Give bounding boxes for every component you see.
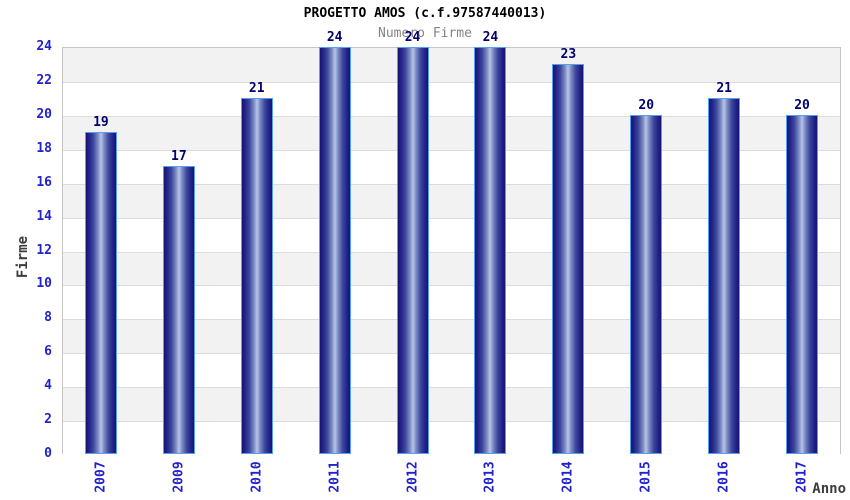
x-tick-label: 2009 bbox=[171, 461, 187, 493]
y-tick-label: 20 bbox=[36, 106, 52, 122]
bar bbox=[240, 97, 273, 454]
y-axis-title: Firme bbox=[15, 235, 31, 279]
x-tick-label: 2016 bbox=[716, 461, 732, 493]
x-tick-label: 2010 bbox=[249, 461, 265, 493]
bar-value-label: 23 bbox=[560, 46, 577, 62]
bar-value-label: 21 bbox=[248, 80, 265, 96]
gridline bbox=[63, 421, 840, 423]
y-tick-label: 16 bbox=[36, 174, 52, 190]
x-tick-label: 2012 bbox=[405, 461, 421, 493]
x-tick-label: 2007 bbox=[93, 461, 109, 493]
x-tick-label: 2017 bbox=[794, 461, 810, 493]
gridline bbox=[63, 251, 840, 253]
bar bbox=[84, 131, 117, 454]
x-tick-label: 2011 bbox=[327, 461, 343, 493]
y-tick-label: 4 bbox=[44, 378, 52, 394]
bar-value-label: 24 bbox=[326, 30, 343, 45]
y-tick-label: 24 bbox=[36, 39, 52, 54]
bar bbox=[162, 165, 195, 454]
bar-value-label: 24 bbox=[404, 30, 421, 45]
x-tick-label: 2015 bbox=[638, 461, 654, 493]
x-tick-label: 2013 bbox=[482, 461, 498, 493]
background-band bbox=[63, 48, 840, 82]
y-tick-label: 2 bbox=[44, 412, 52, 428]
y-tick-label: 12 bbox=[36, 242, 52, 258]
y-tick-label: 8 bbox=[44, 310, 52, 326]
bar bbox=[474, 47, 507, 454]
y-tick-label: 10 bbox=[36, 276, 52, 292]
bar bbox=[786, 114, 819, 454]
chart-title: PROGETTO AMOS (c.f.97587440013) bbox=[303, 6, 547, 21]
bar-value-label: 20 bbox=[794, 97, 810, 113]
y-tick-label: 6 bbox=[44, 344, 52, 360]
gridline bbox=[63, 183, 840, 185]
bar-value-label: 17 bbox=[171, 148, 187, 164]
gridline bbox=[63, 285, 840, 287]
gridline bbox=[63, 319, 840, 321]
chart-subtitle: Numero Firme bbox=[378, 26, 472, 41]
bar bbox=[552, 63, 585, 454]
bar bbox=[318, 47, 351, 454]
bar-value-label: 19 bbox=[93, 114, 109, 130]
gridline bbox=[63, 387, 840, 389]
gridline bbox=[63, 353, 840, 355]
x-axis-title: Anno bbox=[812, 481, 846, 497]
y-tick-label: 22 bbox=[36, 72, 52, 88]
gridline bbox=[63, 149, 840, 151]
bar-value-label: 20 bbox=[638, 97, 655, 113]
gridline bbox=[63, 115, 840, 117]
gridline bbox=[63, 217, 840, 219]
bar-value-label: 24 bbox=[482, 30, 499, 45]
bar bbox=[396, 47, 429, 454]
bar-value-label: 21 bbox=[716, 80, 732, 96]
bar bbox=[708, 97, 741, 454]
y-tick-label: 18 bbox=[36, 140, 52, 156]
y-tick-label: 0 bbox=[44, 446, 52, 461]
y-tick-label: 14 bbox=[36, 208, 52, 224]
gridline bbox=[63, 81, 840, 83]
bar bbox=[630, 114, 663, 454]
x-tick-label: 2014 bbox=[560, 461, 576, 493]
